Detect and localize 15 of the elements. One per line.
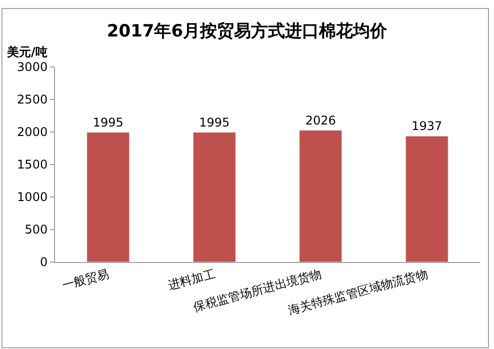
y-tick-label: 1500 <box>17 158 48 172</box>
y-tick-label: 500 <box>24 222 48 237</box>
data-label: 1995 <box>92 115 124 130</box>
data-label: 2026 <box>305 113 336 128</box>
data-label: 1937 <box>412 119 442 134</box>
x-tick-label: 进料加工 <box>166 266 217 293</box>
y-tick-label: 1000 <box>17 190 48 204</box>
x-tick-label: 一般贸易 <box>60 266 110 293</box>
y-axis-title: 美元/吨 <box>6 45 48 59</box>
y-tick-label: 0 <box>40 255 48 270</box>
y-tick-label: 2500 <box>17 92 48 107</box>
y-tick-label: 3000 <box>17 60 48 74</box>
data-label: 1995 <box>199 115 230 130</box>
chart-title: 2017年6月按贸易方式进口棉花均价 <box>106 21 388 42</box>
y-tick-label: 2000 <box>17 125 48 140</box>
